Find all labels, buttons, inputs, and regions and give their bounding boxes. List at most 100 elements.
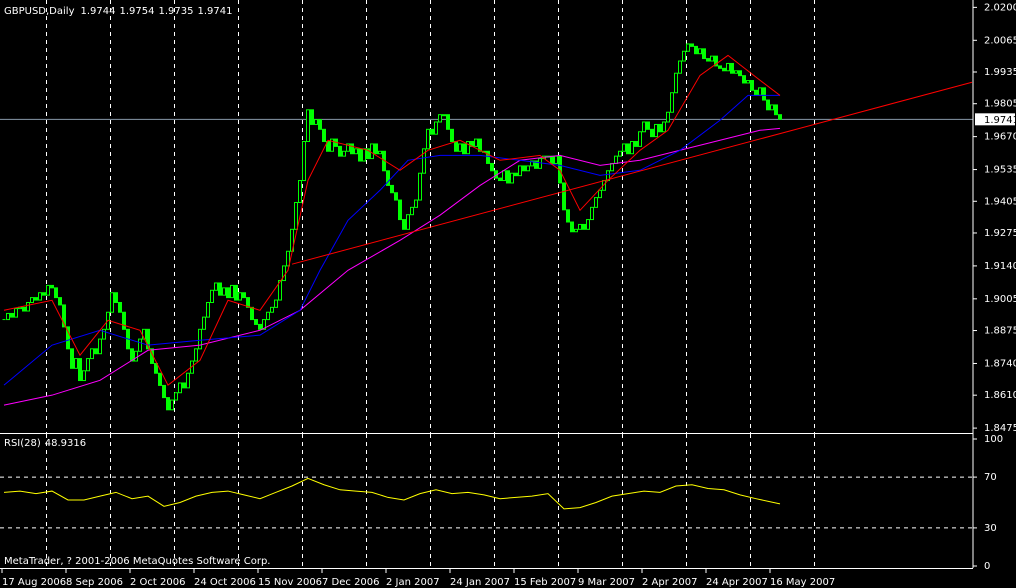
candle	[714, 55, 718, 67]
candle	[386, 170, 390, 186]
candle	[394, 192, 398, 201]
open: 1.9744	[81, 6, 116, 17]
y-tick-label: 1.8475	[984, 423, 1016, 434]
current-price-label: 1.9741	[984, 115, 1016, 126]
candle	[14, 308, 18, 318]
candle	[766, 99, 770, 111]
copyright: MetaTrader, ? 2001-2006 MetaQuotes Softw…	[4, 556, 270, 567]
y-tick-label: 30	[984, 523, 997, 534]
candle	[218, 282, 222, 296]
candle	[298, 180, 302, 203]
candle	[486, 150, 490, 164]
chart-header: GBPUSD,Daily 1.9744 1.9754 1.9735 1.9741	[4, 6, 233, 17]
candle	[746, 80, 750, 84]
candle	[278, 280, 282, 301]
candle	[778, 114, 782, 120]
y-tick-label: 1.9670	[984, 132, 1016, 143]
x-tick-label: 17 Aug 2006	[2, 577, 66, 588]
candle	[422, 148, 426, 174]
candle	[242, 292, 246, 299]
candle	[30, 297, 34, 303]
candle	[98, 338, 102, 355]
rsi-header: RSI(28) 48.9316	[4, 438, 86, 449]
candle	[322, 128, 326, 143]
candle	[314, 119, 318, 125]
candle	[418, 172, 422, 201]
candle	[78, 358, 82, 382]
candle	[694, 45, 698, 55]
candle	[134, 350, 138, 362]
candle	[170, 399, 174, 411]
candle	[222, 287, 226, 296]
y-tick-label: 1.9805	[984, 99, 1016, 110]
candle	[266, 311, 270, 321]
candle	[514, 172, 518, 177]
candle	[302, 141, 306, 182]
candle	[66, 326, 70, 350]
candle	[350, 143, 354, 155]
candle	[510, 172, 514, 184]
candle	[450, 128, 454, 143]
candle	[690, 43, 694, 47]
candle	[642, 121, 646, 133]
candle	[258, 323, 262, 330]
candle	[442, 114, 446, 117]
candle	[34, 297, 38, 301]
y-tick-label: 1.9535	[984, 165, 1016, 176]
candle	[674, 72, 678, 94]
candle	[478, 138, 482, 152]
rsi-line	[3, 477, 781, 510]
candle	[402, 219, 406, 230]
candle	[406, 214, 410, 230]
candle	[194, 348, 198, 362]
candle	[294, 201, 298, 230]
candle	[186, 372, 190, 389]
candle	[58, 297, 62, 306]
candle	[182, 382, 186, 389]
candle	[562, 182, 566, 211]
candle	[666, 111, 670, 123]
indicator-line	[291, 81, 973, 265]
candle	[358, 148, 362, 162]
candle	[726, 62, 730, 72]
x-tick-label: 15 Nov 2006	[258, 577, 322, 588]
candle	[578, 223, 582, 230]
y-tick-label: 1.9935	[984, 67, 1016, 78]
candle	[730, 62, 734, 74]
candle	[74, 358, 78, 369]
candle	[722, 67, 726, 72]
candle	[122, 311, 126, 330]
candle	[146, 328, 150, 350]
candle	[658, 123, 662, 133]
candle	[526, 165, 530, 172]
candle	[438, 114, 442, 123]
candle	[178, 382, 182, 394]
candle	[354, 148, 358, 155]
candle	[454, 141, 458, 152]
candle	[774, 104, 778, 116]
candle	[662, 121, 666, 133]
candle	[682, 50, 686, 62]
candle	[210, 289, 214, 303]
candle	[434, 121, 438, 135]
candle	[154, 362, 158, 374]
candle	[338, 145, 342, 157]
x-tick-label: 24 Oct 2006	[194, 577, 256, 588]
candle	[742, 75, 746, 84]
candle	[366, 148, 370, 160]
y-tick-label: 0	[984, 561, 990, 572]
candle	[650, 128, 654, 138]
candle	[310, 109, 314, 125]
candle	[110, 292, 114, 313]
candle	[770, 104, 774, 111]
rsi-name: RSI(28)	[4, 438, 41, 449]
candle	[410, 206, 414, 216]
candle	[522, 165, 526, 172]
candle	[138, 338, 142, 352]
current-price-box	[975, 113, 1015, 126]
candle	[42, 292, 46, 296]
candle	[614, 155, 618, 164]
candle	[670, 92, 674, 113]
candle	[370, 143, 374, 160]
